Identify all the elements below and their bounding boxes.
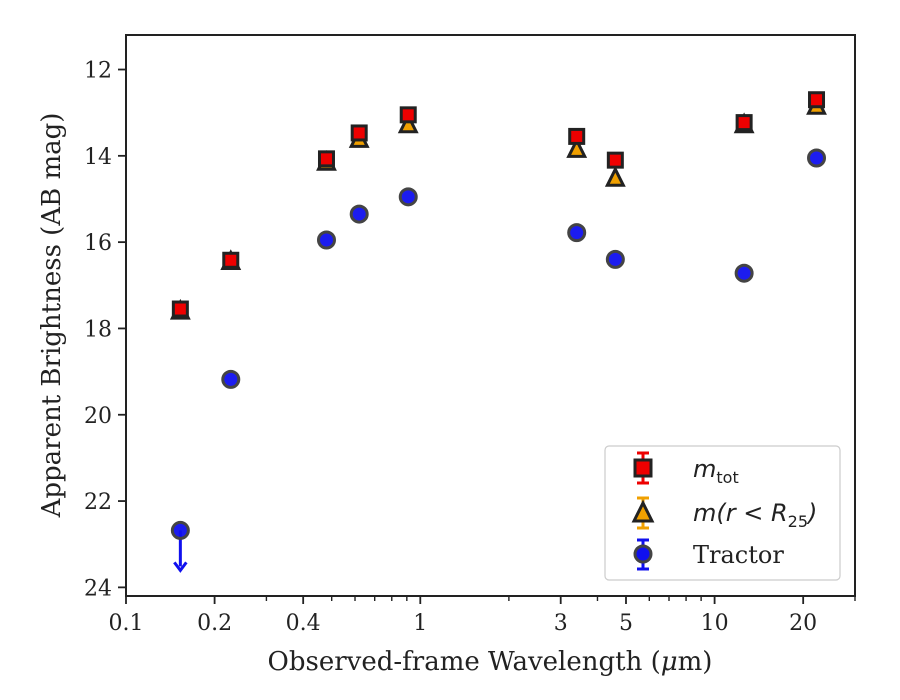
y-tick-label: 24	[84, 576, 112, 601]
m-tot-point	[568, 127, 586, 145]
y-tick-label: 16	[84, 231, 112, 256]
m-tot-point	[350, 124, 368, 142]
y-axis-ticks: 12 14 16 18 20 22 24	[84, 59, 126, 601]
legend-frame	[604, 445, 841, 581]
y-tick-label: 22	[84, 490, 112, 515]
plot-area	[125, 34, 856, 597]
m-tot-point	[171, 300, 189, 318]
x-tick-label: 0.4	[286, 611, 321, 636]
legend-label-m-r25: m(r < R25)	[693, 499, 817, 531]
y-tick-label: 14	[84, 145, 112, 170]
legend: mtot m(r < R25) Tractor	[604, 445, 841, 581]
x-tick-label: 0.2	[197, 611, 232, 636]
legend-label-m-tot: mtot	[693, 455, 739, 487]
y-axis-label: Apparent Brightness (AB mag)	[37, 113, 67, 519]
tractor-point	[221, 369, 241, 389]
m-tot-point	[606, 151, 624, 169]
x-tick-label: 1	[413, 611, 427, 636]
tractor-point	[734, 263, 754, 283]
m-r25-point	[397, 112, 419, 134]
tractor-point	[567, 223, 587, 243]
x-axis-label: Observed-frame Wavelength (μm)	[268, 647, 713, 677]
y-tick-label: 18	[84, 317, 112, 342]
m-r25-point	[604, 165, 626, 187]
legend-marker-triangle	[631, 499, 655, 523]
legend-label-tractor: Tractor	[693, 541, 784, 569]
m-tot-point	[735, 114, 753, 132]
tractor-point	[316, 230, 336, 250]
legend-marker-circle	[633, 544, 653, 564]
legend-marker-square	[633, 458, 653, 478]
y-tick-label: 12	[84, 59, 112, 84]
x-tick-label: 0.1	[109, 611, 144, 636]
tractor-point	[807, 148, 827, 168]
legend-entry-tractor: Tractor	[633, 538, 784, 571]
tractor-point	[398, 187, 418, 207]
m-tot-point	[222, 251, 240, 269]
tractor-point	[605, 249, 625, 269]
legend-entry-m-r25: m(r < R25)	[631, 496, 817, 531]
m-tot-point	[399, 106, 417, 124]
tractor-point	[349, 204, 369, 224]
x-axis-ticks: 0.1 0.2 0.4 1 3 5 10 20	[109, 596, 856, 636]
tractor-upper-limit-arrow	[173, 561, 188, 573]
x-tick-label: 5	[619, 611, 633, 636]
x-tick-label: 3	[554, 611, 568, 636]
m-r25-point	[566, 137, 588, 158]
tractor-point	[170, 520, 190, 540]
data-marks	[169, 91, 827, 573]
y-tick-label: 20	[84, 404, 112, 429]
legend-entry-m-tot: mtot	[633, 451, 739, 487]
x-tick-label: 20	[789, 611, 817, 636]
m-tot-point	[317, 150, 335, 168]
x-tick-label: 10	[701, 611, 729, 636]
plot-frame	[125, 34, 856, 597]
m-tot-point	[808, 91, 826, 109]
